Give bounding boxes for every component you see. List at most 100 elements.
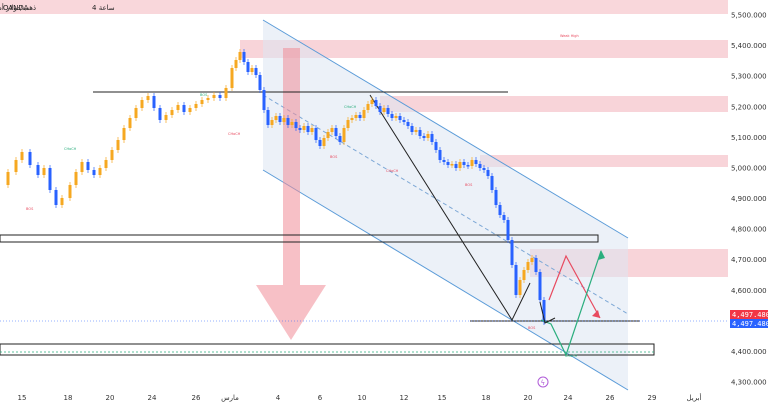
candle-body (270, 120, 274, 125)
candle-body (146, 96, 150, 100)
candle-body (152, 96, 156, 108)
candle-body (246, 62, 250, 72)
box-lower (0, 343, 655, 356)
x-tick-label: 12 (400, 394, 409, 402)
candle-body (534, 258, 538, 272)
price-tag-blue-bg (730, 319, 768, 328)
candle-body (338, 136, 342, 142)
candle-body (170, 110, 174, 115)
alert-icon[interactable] (537, 376, 549, 388)
box-upper (0, 234, 599, 243)
x-tick-label: 15 (18, 394, 27, 402)
candle-body (200, 100, 204, 104)
x-tick-label: 29 (648, 394, 657, 402)
drop-line (369, 94, 531, 322)
candle-body (104, 160, 108, 168)
candle-body (254, 68, 258, 75)
x-tick-label: 15 (438, 394, 447, 402)
candle-body (298, 128, 302, 130)
candle-body (370, 100, 374, 104)
supply-zone-low (480, 155, 728, 167)
candle-body (48, 168, 52, 190)
candle-body (482, 168, 486, 170)
candle-body (294, 122, 298, 128)
candle-body (54, 190, 58, 205)
candle-body (310, 128, 314, 132)
candle-body (398, 116, 402, 120)
channel-mid-line (262, 94, 629, 315)
candle-body (518, 280, 522, 295)
bos-label-3: BOS (330, 155, 338, 159)
candle-body (258, 75, 262, 90)
candle-body (454, 164, 458, 168)
y-tick-label: 5,400.000 (731, 42, 767, 50)
x-tick-label: 18 (64, 394, 73, 402)
choch-label-5: CHoCH (565, 354, 578, 358)
y-tick-label: 5,100.000 (731, 134, 767, 142)
time-axis: 15 18 20 24 26 مارس 4 6 10 12 15 18 20 24 26 29 أبريل (18, 393, 702, 402)
candle-body (322, 138, 326, 146)
candle-body (234, 60, 238, 68)
candle-body (158, 108, 162, 120)
candle-body (60, 198, 64, 205)
candle-body (42, 168, 46, 175)
candle-body (498, 205, 502, 215)
candle-body (28, 152, 32, 165)
y-tick-label: 4,600.000 (731, 287, 767, 295)
candle-body (506, 220, 510, 240)
zones (0, 0, 728, 277)
candle-body (278, 116, 282, 122)
candle-body (86, 162, 90, 170)
candle-body (418, 130, 422, 136)
y-tick-label: 4,900.000 (731, 195, 767, 203)
candle-body (490, 176, 494, 190)
x-tick-label: 26 (606, 394, 615, 402)
candle-body (462, 162, 466, 165)
candle-body (514, 265, 518, 295)
header-instrument: ذهب/دولار أمريكي (0, 3, 36, 12)
y-tick-label: 5,000.000 (731, 164, 767, 172)
price-tag-red: 4,497.480 (732, 311, 768, 319)
candle-body (128, 118, 132, 128)
candle-body (502, 215, 506, 220)
candle-body (176, 105, 180, 110)
y-tick-label: 4,300.000 (731, 379, 767, 387)
candle-body (302, 126, 306, 130)
candle-body (474, 160, 478, 164)
projection-red-path (548, 254, 601, 319)
candle-body (80, 162, 84, 172)
candle-body (110, 150, 114, 160)
candle-body (182, 105, 186, 112)
projection-green-arrowhead (598, 250, 605, 260)
candle-body (306, 126, 310, 132)
candle-body (494, 190, 498, 205)
candle-body (530, 258, 534, 262)
candle-body (406, 122, 410, 126)
candle-body (194, 104, 198, 108)
x-tick-label: 24 (148, 394, 157, 402)
candle-body (326, 132, 330, 138)
candle-body (430, 134, 434, 142)
y-tick-label: 5,300.000 (731, 73, 767, 81)
candle-body (74, 172, 78, 185)
candle-body (238, 52, 242, 60)
candle-body (334, 128, 338, 136)
candle-body (538, 272, 542, 300)
candle-body (36, 165, 40, 175)
bos-label-2: BOS (200, 93, 208, 97)
x-tick-label: 20 (106, 394, 115, 402)
candle-body (134, 108, 138, 118)
supply-zone-mid (380, 96, 728, 112)
choch-label-1: CHoCH (64, 147, 77, 151)
candle-body (402, 120, 406, 122)
candle-body (426, 134, 430, 138)
price-tag-blue: 4,497.480 (732, 320, 768, 328)
candle-body (262, 90, 266, 110)
x-tick-label: أبريل (686, 393, 701, 402)
candle-body (242, 52, 246, 62)
x-tick-label: 6 (318, 394, 323, 402)
candle-body (438, 150, 442, 160)
candle-body (116, 140, 120, 150)
supply-zone-weak-high (240, 40, 728, 58)
